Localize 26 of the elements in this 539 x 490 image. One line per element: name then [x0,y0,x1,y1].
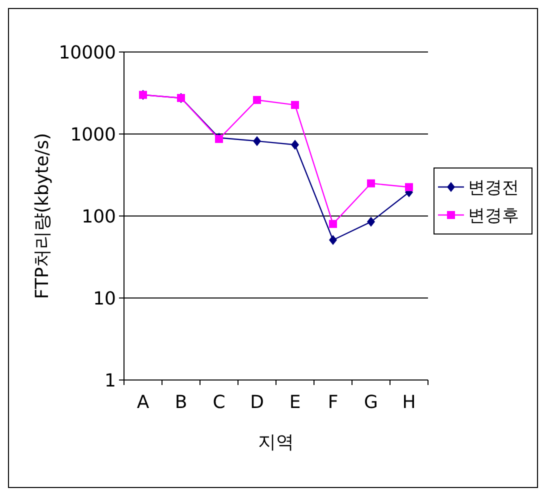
y-tick-label: 100 [82,206,116,228]
legend-label: 변경전 [468,178,519,198]
x-tick-label: A [136,392,150,413]
point [253,136,261,146]
point [291,140,299,150]
x-tick-label: D [250,392,264,413]
x-tick-label: H [402,392,416,413]
point [329,220,337,228]
y-axis-title: FTP처리량(kbyte/s) [32,132,53,300]
y-tick-label: 1 [104,370,116,392]
point [291,100,299,109]
x-tick-label: E [289,392,301,413]
y-tick-label: 1000 [70,124,116,146]
point [367,179,375,188]
y-tick-label: 10 [93,288,116,310]
point [367,216,375,227]
point [329,234,337,245]
x-tick-label: C [212,392,226,413]
point [253,96,261,104]
legend-label: 변경후 [468,206,519,226]
point [405,183,413,192]
x-tick-label: G [364,392,378,413]
x-tick-label: F [328,392,338,413]
y-tick-label: 10000 [58,42,116,64]
x-axis-title: 지역 [258,432,294,453]
x-tick-label: B [174,392,188,413]
